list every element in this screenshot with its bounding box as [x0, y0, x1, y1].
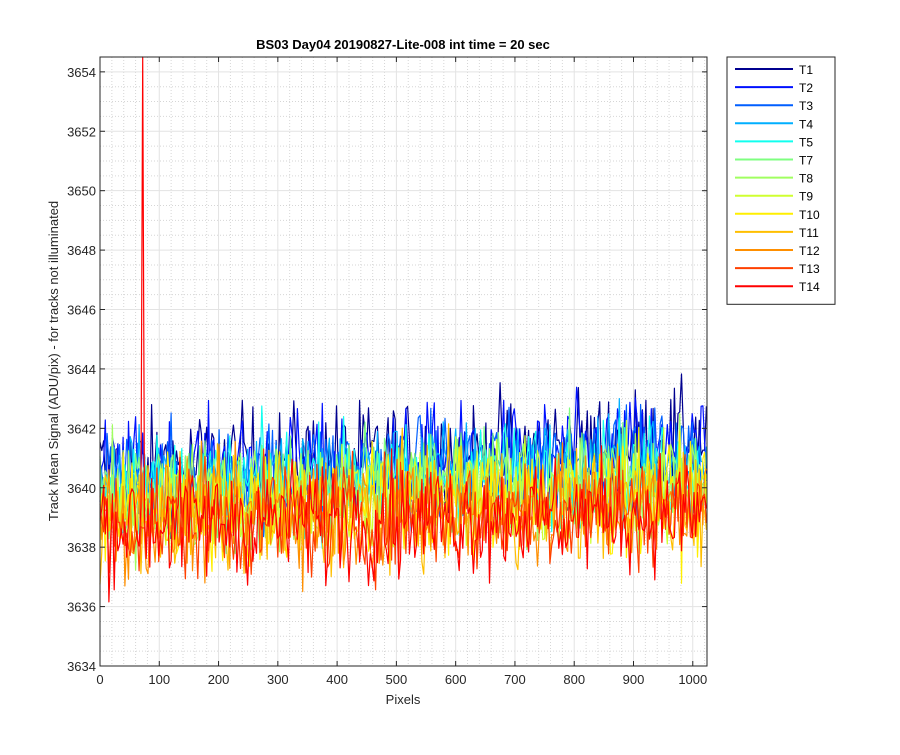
legend-label: T7 — [799, 154, 813, 168]
y-tick-label: 3640 — [67, 481, 96, 496]
y-axis-label: Track Mean Signal (ADU/pix) - for tracks… — [46, 201, 61, 521]
series-group — [99, 56, 707, 603]
legend-label: T11 — [799, 226, 819, 240]
y-tick-label: 3644 — [67, 362, 96, 377]
legend-label: T2 — [799, 81, 813, 95]
legend-label: T9 — [799, 190, 813, 204]
x-axis-label: Pixels — [386, 692, 421, 707]
x-tick-label: 1000 — [678, 672, 707, 687]
y-tick-label: 3648 — [67, 243, 96, 258]
y-tick-label: 3646 — [67, 303, 96, 318]
y-axis: 3634 3636 3638 3640 3642 3644 3646 3648 3650 3652… — [67, 65, 707, 674]
y-tick-label: 3642 — [67, 421, 96, 436]
x-tick-label: 600 — [445, 672, 467, 687]
legend-box — [726, 56, 836, 305]
legend-label: T10 — [799, 208, 820, 222]
legend-label: T13 — [799, 262, 820, 276]
legend-label: T5 — [799, 135, 813, 149]
y-tick-label: 3636 — [67, 600, 96, 615]
series-t12 — [99, 440, 707, 593]
y-tick-label: 3654 — [67, 65, 96, 80]
y-tick-label: 3652 — [67, 124, 96, 139]
legend-label: T3 — [799, 99, 813, 113]
legend-label: T4 — [799, 117, 813, 131]
plot-box — [99, 56, 708, 667]
x-tick-label: 400 — [326, 672, 348, 687]
x-tick-label: 500 — [386, 672, 408, 687]
legend-label: T12 — [799, 244, 820, 258]
x-tick-label: 300 — [267, 672, 289, 687]
legend-label: T8 — [799, 172, 813, 186]
x-tick-label: 800 — [563, 672, 585, 687]
x-tick-label: 700 — [504, 672, 526, 687]
x-tick-label: 200 — [208, 672, 230, 687]
series-t14 — [99, 56, 707, 603]
x-tick-label: 0 — [96, 672, 103, 687]
y-tick-label: 3638 — [67, 540, 96, 555]
y-tick-label: 3650 — [67, 184, 96, 199]
plot-area — [100, 57, 707, 666]
y-tick-label: 3634 — [67, 659, 96, 674]
x-tick-label: 900 — [623, 672, 645, 687]
legend-label: T14 — [799, 280, 820, 294]
chart-title: BS03 Day04 20190827-Lite-008 int time = … — [256, 37, 550, 52]
x-tick-label: 100 — [148, 672, 170, 687]
x-axis: 0 100 200 300 400 500 600 700 800 900 1000 — [96, 57, 707, 687]
legend: T1 T2 T3 T4 T5 T7 T8 T9 T10 T11 T12 T13 T14 — [726, 56, 836, 305]
legend-label: T1 — [799, 63, 813, 77]
